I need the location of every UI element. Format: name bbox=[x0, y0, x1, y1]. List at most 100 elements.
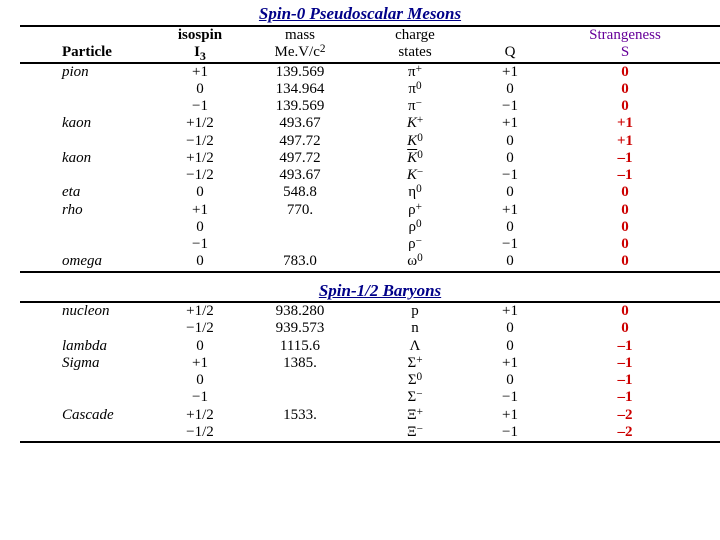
i3-value: +1 bbox=[160, 63, 240, 81]
state-symbol: π+ bbox=[360, 63, 470, 81]
i3-value: −1 bbox=[160, 236, 240, 253]
i3-value: −1 bbox=[160, 98, 240, 115]
strangeness-value: 0 bbox=[550, 81, 700, 98]
particle-name bbox=[60, 133, 160, 150]
table-row: 0134.964π000 bbox=[20, 81, 720, 98]
q-value: +1 bbox=[470, 355, 550, 372]
q-value: −1 bbox=[470, 98, 550, 115]
i3-value: −1 bbox=[160, 389, 240, 406]
strangeness-value: 0 bbox=[550, 98, 700, 115]
q-value: +1 bbox=[470, 63, 550, 81]
particle-name bbox=[60, 372, 160, 389]
particle-name: Sigma bbox=[60, 355, 160, 372]
strangeness-value: +1 bbox=[550, 115, 700, 132]
i3-value: 0 bbox=[160, 372, 240, 389]
mass-value: 139.569 bbox=[240, 63, 360, 81]
state-symbol: Σ+ bbox=[360, 355, 470, 372]
i3-value: +1 bbox=[160, 202, 240, 219]
hdr-isospin-bot: I3 bbox=[194, 44, 206, 60]
i3-value: 0 bbox=[160, 219, 240, 236]
mesons-title: Spin-0 Pseudoscalar Mesons bbox=[20, 4, 700, 24]
state-symbol: K0 bbox=[360, 133, 470, 150]
table-row: rho+1770.ρ++10 bbox=[20, 202, 720, 219]
state-symbol: Σ− bbox=[360, 389, 470, 406]
particle-name: Cascade bbox=[60, 407, 160, 424]
mass-value: 548.8 bbox=[240, 184, 360, 201]
state-symbol: K− bbox=[360, 167, 470, 184]
i3-value: +1/2 bbox=[160, 150, 240, 167]
strangeness-value: –1 bbox=[550, 150, 700, 167]
i3-value: −1/2 bbox=[160, 424, 240, 442]
table-row: −1/2Ξ−−1–2 bbox=[20, 424, 720, 442]
table-row: −1/2497.72K00+1 bbox=[20, 133, 720, 150]
i3-value: −1/2 bbox=[160, 167, 240, 184]
i3-value: −1/2 bbox=[160, 320, 240, 337]
q-value: 0 bbox=[470, 253, 550, 271]
state-symbol: p bbox=[360, 302, 470, 320]
hdr-states-bot: states bbox=[398, 44, 431, 60]
state-symbol: n bbox=[360, 320, 470, 337]
strangeness-value: 0 bbox=[550, 219, 700, 236]
q-value: 0 bbox=[470, 320, 550, 337]
i3-value: −1/2 bbox=[160, 133, 240, 150]
i3-value: +1/2 bbox=[160, 115, 240, 132]
hdr-states-top: charge bbox=[395, 27, 435, 43]
strangeness-value: 0 bbox=[550, 320, 700, 337]
table-row: −1139.569π−−10 bbox=[20, 98, 720, 115]
state-symbol: Λ bbox=[360, 338, 470, 355]
mass-value: 1533. bbox=[240, 407, 360, 424]
particle-name bbox=[60, 81, 160, 98]
table-row: pion+1139.569π++10 bbox=[20, 63, 720, 81]
i3-value: +1/2 bbox=[160, 407, 240, 424]
mass-value: 134.964 bbox=[240, 81, 360, 98]
particle-name: kaon bbox=[60, 150, 160, 167]
strangeness-value: –1 bbox=[550, 372, 700, 389]
hdr-particle: Particle bbox=[62, 44, 112, 60]
q-value: −1 bbox=[470, 389, 550, 406]
particle-name bbox=[60, 219, 160, 236]
particle-name: omega bbox=[60, 253, 160, 271]
q-value: 0 bbox=[470, 81, 550, 98]
strangeness-value: –2 bbox=[550, 424, 700, 442]
mesons-body: pion+1139.569π++100134.964π000−1139.569π… bbox=[20, 63, 720, 272]
hdr-isospin-top: isospin bbox=[178, 27, 222, 43]
q-value: 0 bbox=[470, 338, 550, 355]
particle-name: nucleon bbox=[60, 302, 160, 320]
strangeness-value: 0 bbox=[550, 302, 700, 320]
mass-value bbox=[240, 236, 360, 253]
q-value: +1 bbox=[470, 302, 550, 320]
mass-value: 497.72 bbox=[240, 150, 360, 167]
strangeness-value: 0 bbox=[550, 63, 700, 81]
particle-name bbox=[60, 424, 160, 442]
mass-value: 493.67 bbox=[240, 115, 360, 132]
mass-value: 1115.6 bbox=[240, 338, 360, 355]
table-row: eta0548.8η000 bbox=[20, 184, 720, 201]
strangeness-value: 0 bbox=[550, 202, 700, 219]
table-row: 0ρ000 bbox=[20, 219, 720, 236]
hdr-mass-bot: Me.V/c2 bbox=[274, 44, 325, 60]
state-symbol: η0 bbox=[360, 184, 470, 201]
table-row: −1/2493.67K−−1–1 bbox=[20, 167, 720, 184]
state-symbol: π− bbox=[360, 98, 470, 115]
table-row: Cascade+1/21533.Ξ++1–2 bbox=[20, 407, 720, 424]
particle-name bbox=[60, 389, 160, 406]
state-symbol: ρ+ bbox=[360, 202, 470, 219]
particle-name: pion bbox=[60, 63, 160, 81]
q-value: −1 bbox=[470, 236, 550, 253]
particle-name: kaon bbox=[60, 115, 160, 132]
q-value: 0 bbox=[470, 133, 550, 150]
q-value: 0 bbox=[470, 150, 550, 167]
particle-table: isospin mass charge Strangeness Particle… bbox=[20, 25, 720, 443]
strangeness-value: 0 bbox=[550, 253, 700, 271]
state-symbol: ω0 bbox=[360, 253, 470, 271]
state-symbol: Ξ+ bbox=[360, 407, 470, 424]
i3-value: +1 bbox=[160, 355, 240, 372]
hdr-s-top: Strangeness bbox=[589, 27, 661, 43]
i3-value: 0 bbox=[160, 81, 240, 98]
mass-value: 1385. bbox=[240, 355, 360, 372]
hdr-s-bot: S bbox=[621, 44, 629, 60]
mass-value: 939.573 bbox=[240, 320, 360, 337]
table-row: omega0783.0ω000 bbox=[20, 253, 720, 271]
particle-name bbox=[60, 98, 160, 115]
baryons-title: Spin-1/2 Baryons bbox=[22, 281, 720, 301]
